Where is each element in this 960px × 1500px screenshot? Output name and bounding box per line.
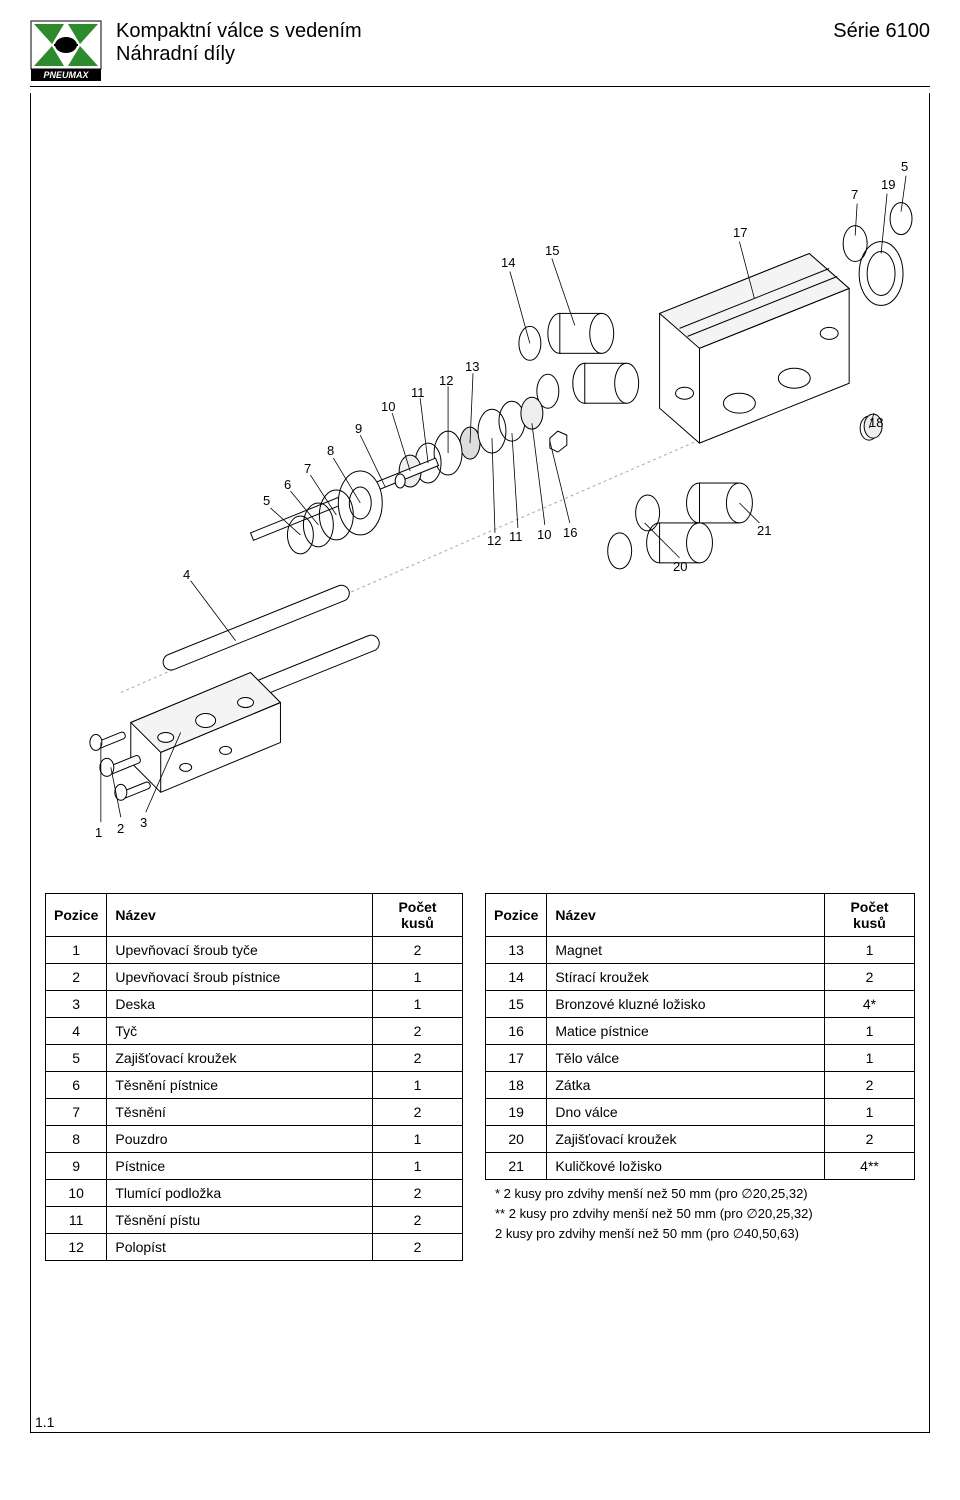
callout-2: 2 <box>117 821 124 836</box>
callout-4: 4 <box>183 567 190 582</box>
callout-19: 19 <box>881 177 895 192</box>
table-row: 13Magnet1 <box>486 937 915 964</box>
table-row: 4Tyč2 <box>46 1018 463 1045</box>
content-frame: 1 2 3 4 5 6 7 8 9 10 11 12 13 14 15 16 1… <box>30 93 930 1433</box>
callout-11b: 11 <box>509 529 523 544</box>
table-row: 14Stírací kroužek2 <box>486 964 915 991</box>
exploded-diagram: 1 2 3 4 5 6 7 8 9 10 11 12 13 14 15 16 1… <box>41 103 919 883</box>
parts-table-left: Pozice Název Počet kusů 1Upevňovací šrou… <box>45 893 463 1261</box>
callout-15: 15 <box>545 243 559 258</box>
th-name: Název <box>107 894 373 937</box>
table-row: 8Pouzdro1 <box>46 1126 463 1153</box>
th-qty: Počet kusů <box>825 894 915 937</box>
th-pos: Pozice <box>486 894 547 937</box>
table-row: 7Těsnění2 <box>46 1099 463 1126</box>
table-row: 6Těsnění pístnice1 <box>46 1072 463 1099</box>
parts-table-right: Pozice Název Počet kusů 13Magnet1 14Stír… <box>485 893 915 1180</box>
table-row: 10Tlumící podložka2 <box>46 1180 463 1207</box>
title-block: Kompaktní válce s vedením Náhradní díly <box>116 20 833 66</box>
callout-20: 20 <box>673 559 687 574</box>
callout-14: 14 <box>501 255 515 270</box>
callout-8: 8 <box>327 443 334 458</box>
callout-5: 5 <box>263 493 270 508</box>
footnote: * 2 kusy pro zdvihy menší než 50 mm (pro… <box>495 1186 915 1202</box>
table-row: 19Dno válce1 <box>486 1099 915 1126</box>
table-row: 21Kuličkové ložisko4** <box>486 1153 915 1180</box>
table-row: 1Upevňovací šroub tyče2 <box>46 937 463 964</box>
table-row: 18Zátka2 <box>486 1072 915 1099</box>
table-row: 16Matice pístnice1 <box>486 1018 915 1045</box>
footnotes: * 2 kusy pro zdvihy menší než 50 mm (pro… <box>485 1186 915 1242</box>
callout-21: 21 <box>757 523 771 538</box>
series-label: Série 6100 <box>833 20 930 43</box>
table-row: 5Zajišťovací kroužek2 <box>46 1045 463 1072</box>
callout-13: 13 <box>465 359 479 374</box>
table-row: 15Bronzové kluzné ložisko4* <box>486 991 915 1018</box>
svg-text:PNEUMAX: PNEUMAX <box>43 70 89 80</box>
title-line2: Náhradní díly <box>116 43 833 66</box>
callout-16: 16 <box>563 525 577 540</box>
logo: PNEUMAX <box>30 20 102 82</box>
table-row: 9Pístnice1 <box>46 1153 463 1180</box>
callout-1: 1 <box>95 825 102 840</box>
callout-12b: 12 <box>487 533 501 548</box>
th-pos: Pozice <box>46 894 107 937</box>
callout-10: 10 <box>381 399 395 414</box>
callout-18: 18 <box>869 415 883 430</box>
page-number: 1.1 <box>35 1414 54 1430</box>
callout-6: 6 <box>284 477 291 492</box>
callout-10b: 10 <box>537 527 551 542</box>
callout-7b: 7 <box>851 187 858 202</box>
footnote: 2 kusy pro zdvihy menší než 50 mm (pro ∅… <box>495 1226 915 1242</box>
th-name: Název <box>547 894 825 937</box>
table-row: 12Polopíst2 <box>46 1234 463 1261</box>
callout-9: 9 <box>355 421 362 436</box>
tables-row: Pozice Název Počet kusů 1Upevňovací šrou… <box>41 893 919 1261</box>
right-column: Pozice Název Počet kusů 13Magnet1 14Stír… <box>485 893 915 1261</box>
table-row: 17Tělo válce1 <box>486 1045 915 1072</box>
table-row: 2Upevňovací šroub pístnice1 <box>46 964 463 991</box>
callout-12: 12 <box>439 373 453 388</box>
callout-3: 3 <box>140 815 147 830</box>
title-line1: Kompaktní válce s vedením <box>116 20 833 43</box>
th-qty: Počet kusů <box>373 894 463 937</box>
page: PNEUMAX Kompaktní válce s vedením Náhrad… <box>0 0 960 1453</box>
footnote: ** 2 kusy pro zdvihy menší než 50 mm (pr… <box>495 1206 915 1222</box>
callout-17: 17 <box>733 225 747 240</box>
table-row: 11Těsnění pístu2 <box>46 1207 463 1234</box>
table-row: 3Deska1 <box>46 991 463 1018</box>
callout-11: 11 <box>411 385 425 400</box>
callout-5b: 5 <box>901 159 908 174</box>
table-row: 20Zajišťovací kroužek2 <box>486 1126 915 1153</box>
callout-7: 7 <box>304 461 311 476</box>
header: PNEUMAX Kompaktní válce s vedením Náhrad… <box>30 20 930 87</box>
